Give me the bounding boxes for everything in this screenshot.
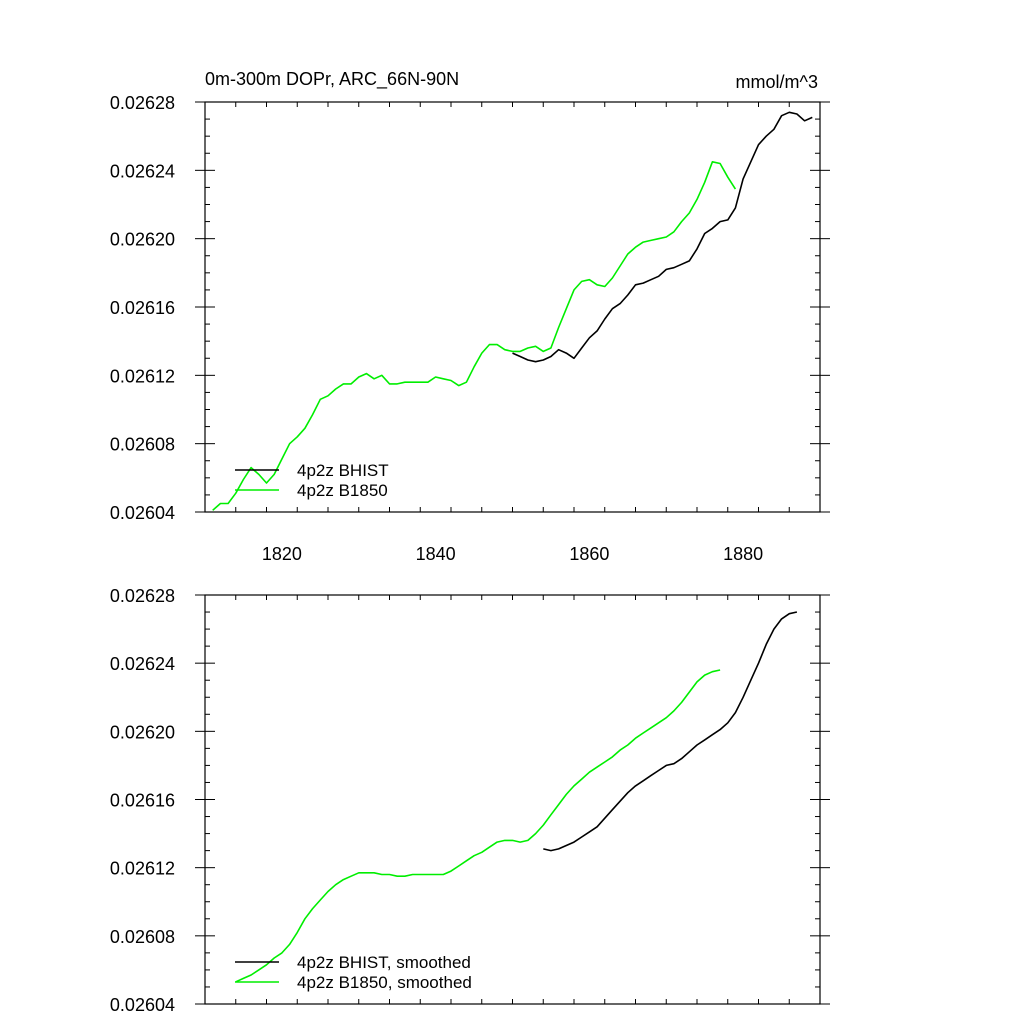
y-tick-label: 0.02608 xyxy=(110,435,175,455)
y-tick-label: 0.02608 xyxy=(110,927,175,947)
y-tick-label: 0.02624 xyxy=(110,654,175,674)
y-tick-label: 0.02624 xyxy=(110,161,175,181)
series-line-4p2z-bhist-smoothed xyxy=(543,611,798,852)
x-tick-label: 1860 xyxy=(569,544,609,564)
series-line-4p2z-bhist xyxy=(512,111,813,363)
legend-label: 4p2z B1850 xyxy=(297,481,388,500)
series-line-4p2z-b1850 xyxy=(212,161,737,511)
y-tick-label: 0.02604 xyxy=(110,503,175,523)
legend-label: 4p2z B1850, smoothed xyxy=(297,973,472,992)
y-tick-label: 0.02616 xyxy=(110,298,175,318)
y-tick-label: 0.02628 xyxy=(110,93,175,113)
y-axis-ticks xyxy=(195,594,830,1005)
units-label: mmol/m^3 xyxy=(736,72,818,92)
x-axis-ticks xyxy=(204,102,821,512)
chart-panel-top: 1820 1840 1860 1880 0.02604 0.02608 0.02612 0.0… xyxy=(110,69,830,564)
chart-panel-bottom: 0.02604 0.02608 0.02612 0.02616 0.02620 0.026… xyxy=(110,586,830,1015)
plot-frame xyxy=(204,594,821,1005)
y-tick-label: 0.02620 xyxy=(110,230,175,250)
series-line-4p2z-b1850-smoothed xyxy=(235,669,721,983)
y-tick-label: 0.02612 xyxy=(110,859,175,879)
x-axis-ticks xyxy=(204,595,821,1004)
y-tick-label: 0.02604 xyxy=(110,995,175,1015)
y-tick-label: 0.02628 xyxy=(110,586,175,606)
legend-label: 4p2z BHIST xyxy=(297,461,389,480)
series-group xyxy=(212,111,813,511)
y-tick-label: 0.02612 xyxy=(110,366,175,386)
x-tick-label: 1840 xyxy=(416,544,456,564)
series-group xyxy=(235,611,798,983)
y-tick-label: 0.02620 xyxy=(110,722,175,742)
legend-label: 4p2z BHIST, smoothed xyxy=(297,953,471,972)
y-axis-ticks xyxy=(195,101,830,513)
y-tick-label: 0.02616 xyxy=(110,791,175,811)
plot-frame xyxy=(204,101,821,513)
x-tick-label: 1880 xyxy=(723,544,763,564)
chart-title: 0m-300m DOPr, ARC_66N-90N xyxy=(205,69,459,90)
x-tick-label: 1820 xyxy=(262,544,302,564)
